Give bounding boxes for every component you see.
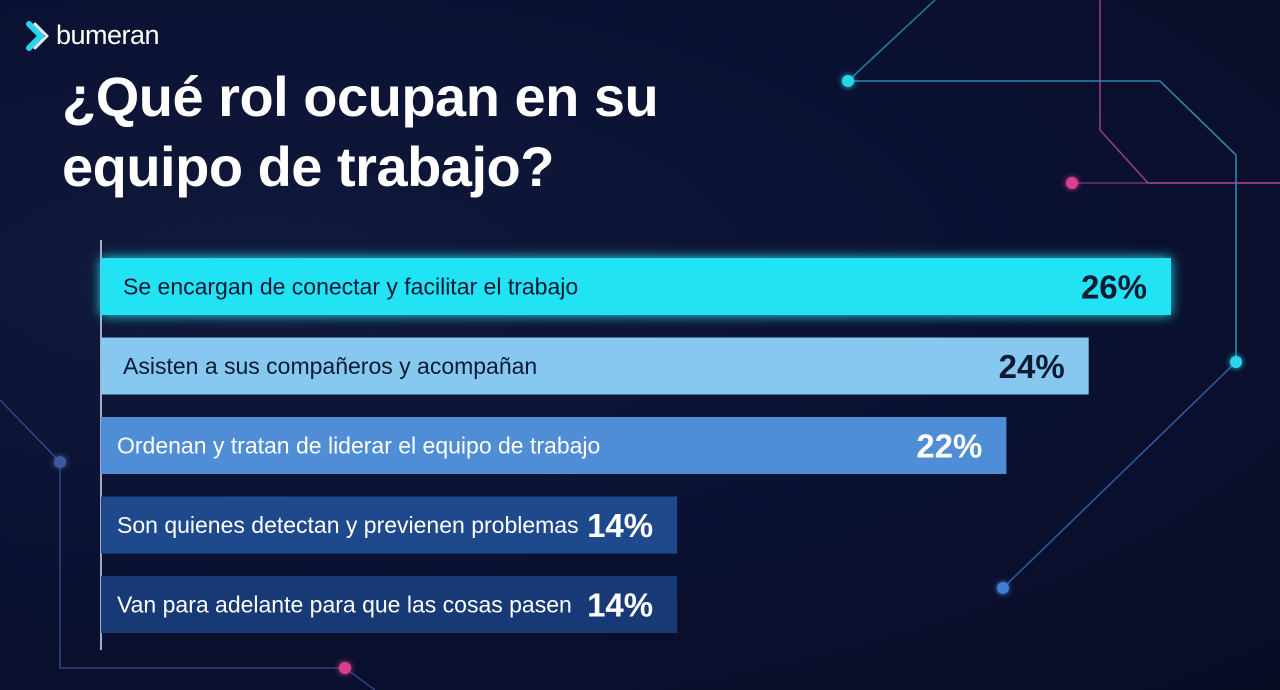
bar-category-label: Asisten a sus compañeros y acompañan: [123, 353, 537, 379]
bar-1: [101, 258, 1171, 315]
chart-title: ¿Qué rol ocupan en su equipo de trabajo?: [62, 65, 659, 198]
bar-4: [101, 496, 678, 554]
bar-3: [101, 417, 1007, 474]
bar-category-label: Se encargan de conectar y facilitar el t…: [123, 274, 578, 300]
bar-category-label: Van para adelante para que las cosas pas…: [117, 592, 572, 618]
bar-value-label: 14%: [587, 587, 653, 624]
bar-value-label: 22%: [916, 428, 982, 465]
bar-5: [101, 576, 678, 633]
chevron-logo-icon: [26, 20, 49, 51]
bar-category-label: Son quienes detectan y previenen problem…: [117, 512, 579, 538]
bumeran-logo: bumeran: [26, 20, 160, 51]
bar-value-label: 26%: [1081, 269, 1147, 306]
bar-2: [101, 337, 1089, 395]
bar-value-label: 14%: [587, 507, 653, 544]
bar-category-label: Ordenan y tratan de liderar el equipo de…: [117, 433, 600, 459]
bar-value-label: 24%: [999, 348, 1065, 385]
brand-name: bumeran: [56, 20, 160, 50]
